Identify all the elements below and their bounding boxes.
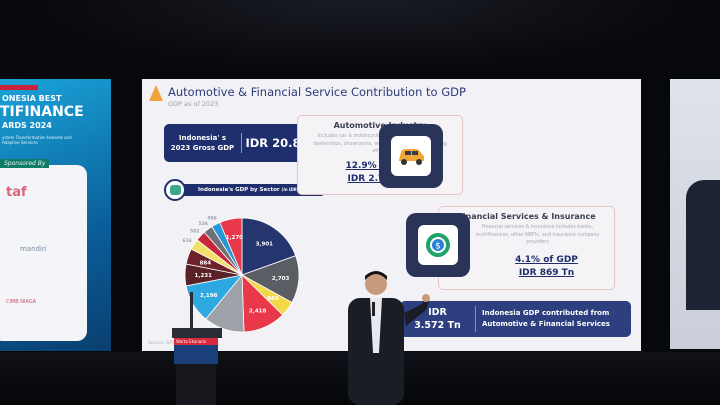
pie-slice-label: 1,270 [226,235,244,241]
sector-unit: (in IDR Tn) [281,187,306,192]
financial-tile: $ [406,213,470,277]
contribution-box: IDR 3.572 Tn Indonesia GDP contributed fr… [400,301,631,337]
podium-brand: Warta Ekonomi [174,338,218,345]
source-note: Source: BPS Indonesia [148,341,198,346]
sector-header-bar: Indonesia's GDP by Sector (in IDR Tn) [182,184,324,196]
financial-heading: Financial Services & Insurance [457,212,596,221]
sponsor-cimb: CIMB NIAGA [6,299,37,305]
financial-pct: 4.1% of GDP [515,254,578,265]
pie-slice-label: 3,901 [256,241,274,247]
logo-icon [149,85,163,101]
brand-tag [0,85,38,90]
slide-subtitle: GDP as of 2023 [168,100,219,108]
pie-slice-label: 2,198 [200,293,218,299]
pie-slice-label: 2,418 [249,308,267,314]
financial-desc: Financial services & insurance includes … [475,225,600,245]
slide-title: Automotive & Financial Service Contribut… [168,85,466,99]
pie-slice [219,217,243,276]
pie-slice-label: 526 [198,221,207,227]
car-icon [399,149,424,165]
award-title-2: TIFINANCE [0,104,84,120]
financial-value: IDR 869 Tn [518,267,575,278]
map-icon [164,179,186,201]
podium: Warta Ekonomi [172,292,222,405]
contribution-amount: 3.572 Tn [414,320,461,331]
stage-ceiling [0,0,720,75]
contribution-value: IDR 3.572 Tn [400,306,476,332]
gross-gdp-label: Indonesia' s 2023 Gross GDP [164,133,242,153]
award-tagline: ystem Transformation towards and Adaptiv… [2,135,72,145]
pie-slice-label: 506 [207,215,216,221]
award-title-1: ONESIA BEST [2,94,62,103]
pie-slice-label: 869 [267,296,279,302]
sponsor-card: taf mandiri CIMB NIAGA [0,165,87,341]
pie-slice [241,217,297,276]
person-on-screen [686,180,720,310]
pie-slice-label: 1,231 [195,273,213,279]
pie-slice-label: 616 [183,238,192,244]
pie-slice-label: 2,703 [272,276,290,282]
money-cycle-icon: $ [426,233,450,257]
svg-text:$: $ [435,242,441,252]
presentation-slide: Automotive & Financial Service Contribut… [142,79,641,351]
pie-slice-label: 884 [200,260,212,266]
microphone-stand [190,292,193,330]
pie-slice-label: 582 [190,228,199,234]
sector-header-text: Indonesia's GDP by Sector [198,187,280,193]
contribution-currency: IDR [428,307,447,318]
sponsor-mandiri: mandiri [20,245,47,253]
left-award-screen: ONESIA BEST TIFINANCE ARDS 2024 ystem Tr… [0,79,111,351]
speaker [348,271,430,405]
sponsor-taf: taf [6,185,27,200]
sponsored-by: Sponsored By [0,159,50,168]
contribution-text: Indonesia GDP contributed from Automotiv… [482,309,610,328]
automotive-tile [379,124,443,188]
automotive-heading: Automotive Industry [333,121,427,130]
sector-header: Indonesia's GDP by Sector (in IDR Tn) [164,179,324,201]
award-title-3: ARDS 2024 [2,121,52,130]
